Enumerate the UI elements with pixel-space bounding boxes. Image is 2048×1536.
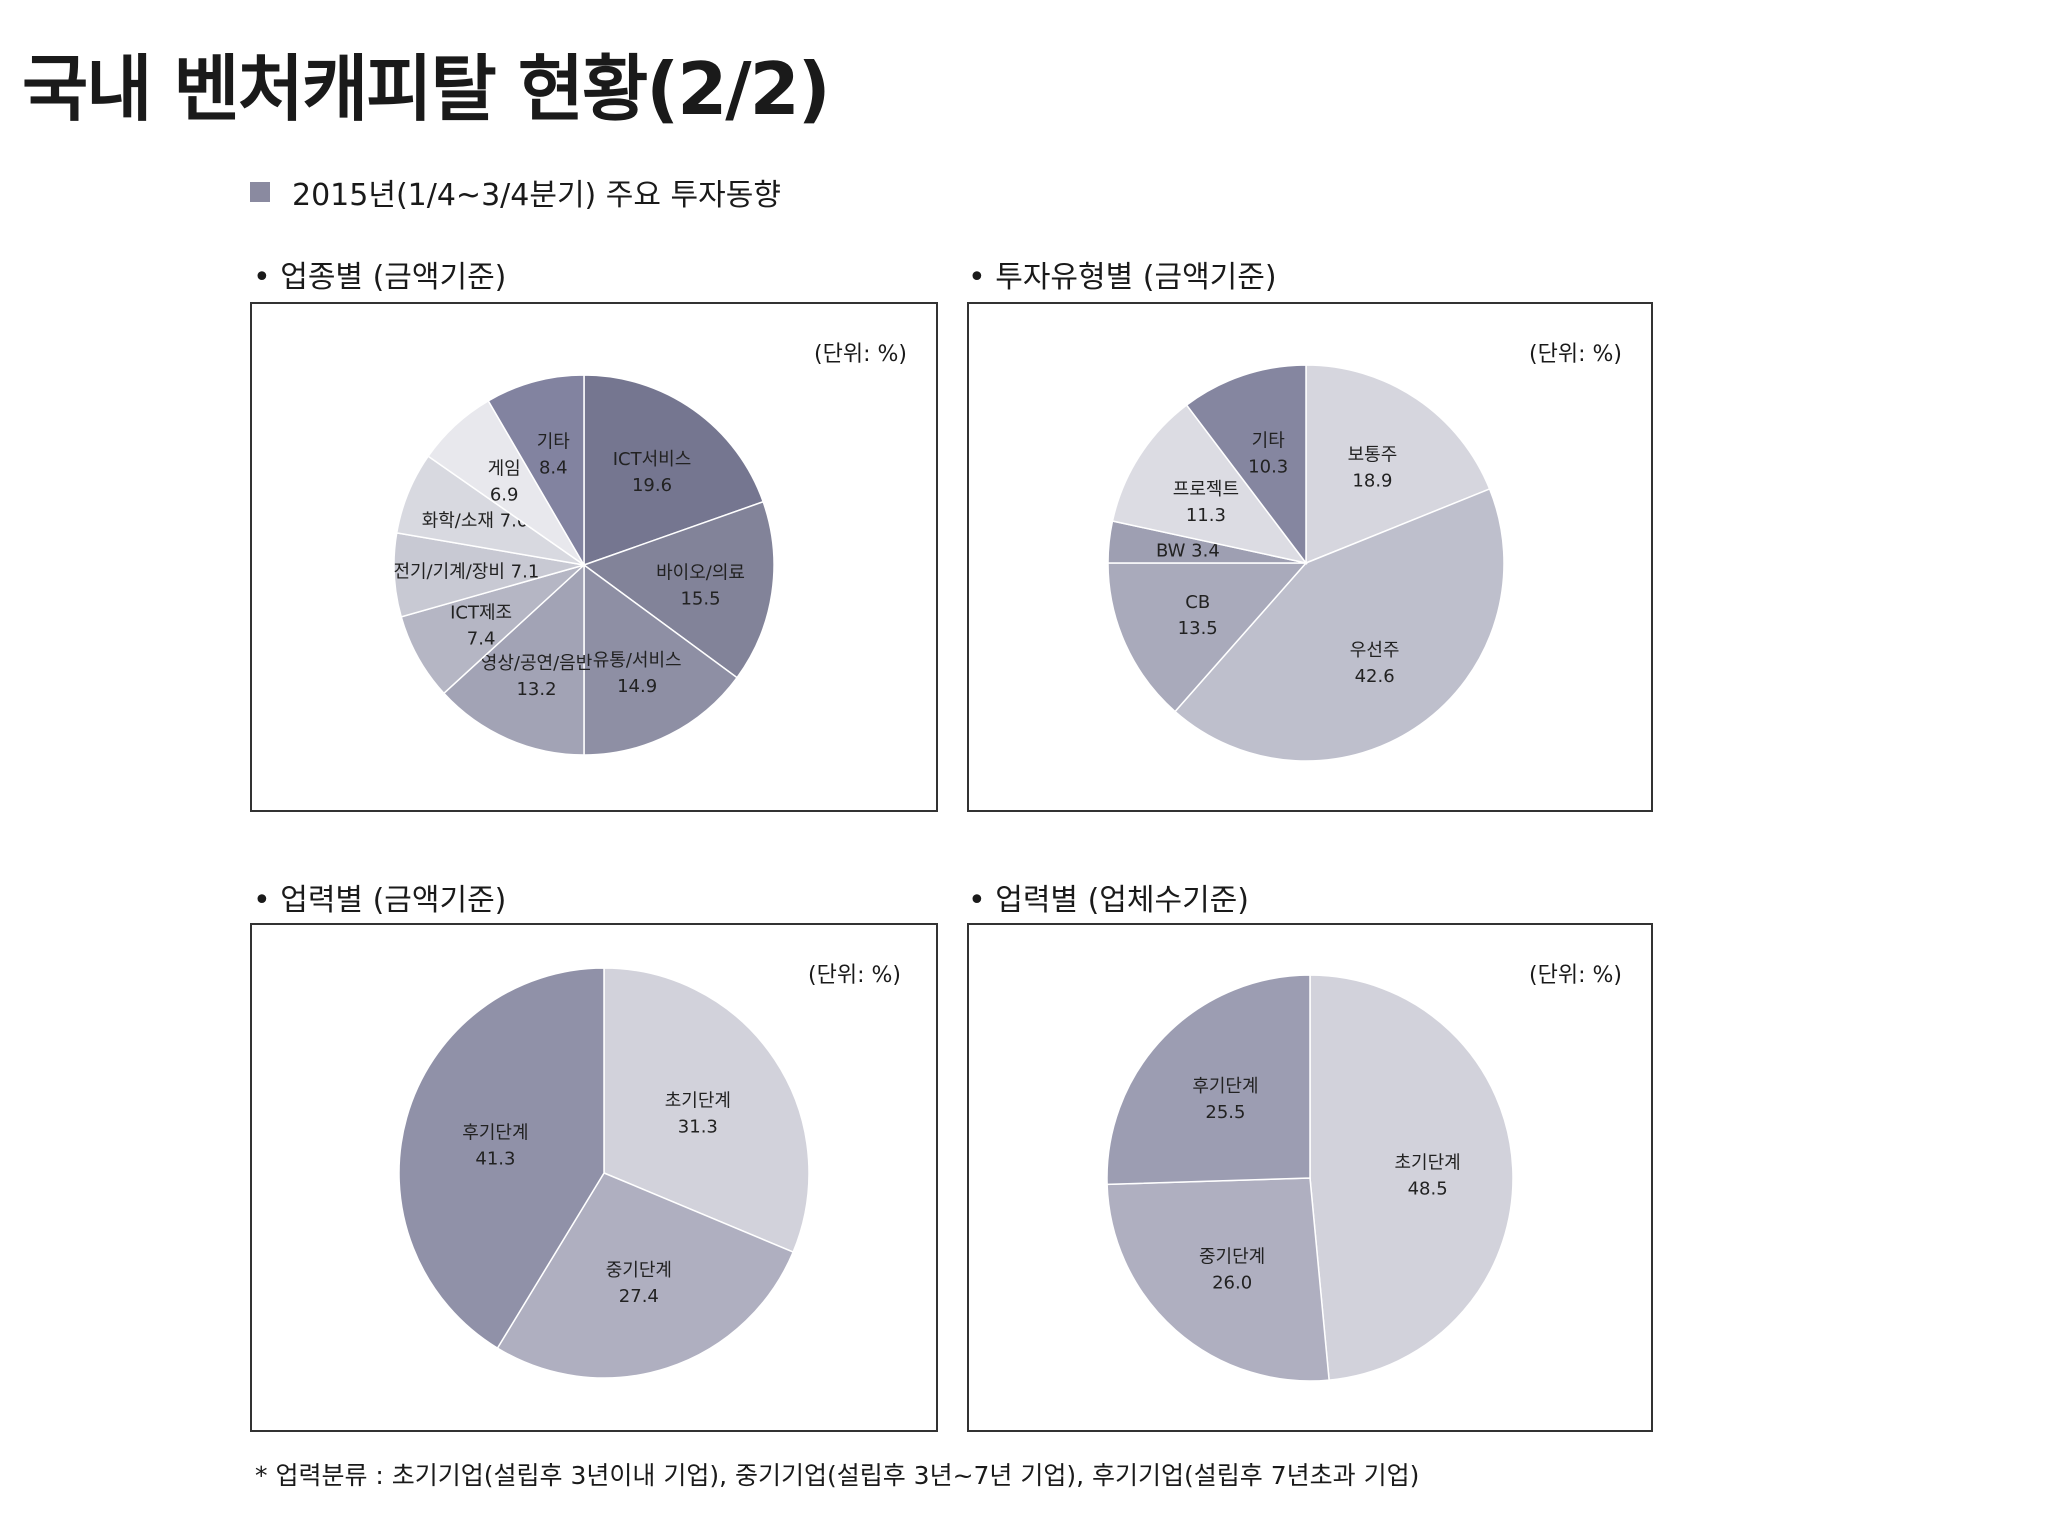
chart-panel-investment-type: (단위: %) 보통주 18.9 우선주 42.6 CB 13.5 BW 3.4 프로젝트 11…: [967, 302, 1653, 812]
slice-label: 게임 6.9: [488, 458, 521, 505]
slice-label: 중기단계 26.0: [1199, 1246, 1265, 1293]
slice-label: CB 13.5: [1178, 592, 1218, 639]
slice-label-value: 8.4: [539, 457, 568, 478]
slice-label-value: 7.1: [511, 561, 540, 582]
slice-label: 후기단계 25.5: [1192, 1076, 1258, 1123]
slice-label-name: ICT제조: [450, 602, 512, 623]
slice-label-name: 화학/소재: [422, 510, 500, 531]
slice-label-value: 15.5: [680, 588, 720, 609]
unit-label: (단위: %): [814, 342, 907, 367]
slice-label-name: 후기단계: [1192, 1076, 1258, 1097]
slice-label-value: 13.5: [1178, 618, 1218, 639]
slice-label-value: 25.5: [1205, 1102, 1245, 1123]
page-title: 국내 벤처캐피탈 현황(2/2): [22, 47, 831, 131]
slice-label: 바이오/의료 15.5: [656, 562, 745, 609]
slice-label-name: BW: [1156, 540, 1191, 561]
pie-slice: [487, 374, 585, 568]
slice-label-name: 게임: [488, 458, 521, 479]
unit-label: (단위: %): [1529, 342, 1622, 367]
slice-label: 유통/서비스 14.9: [593, 650, 682, 697]
slice-label-value: 3.4: [1191, 540, 1220, 561]
slice-label-value: 14.9: [617, 676, 657, 697]
pie-slice: [1107, 562, 1308, 713]
pie-slice: [583, 563, 739, 756]
pie-slice: [1106, 974, 1311, 1186]
slice-label: 프로젝트 11.3: [1173, 479, 1239, 526]
slice-label: 전기/기계/장비 7.1: [393, 561, 539, 582]
slice-label-value: 19.6: [632, 475, 672, 496]
slice-label: 중기단계 27.4: [606, 1260, 672, 1307]
chart-title-age-amount: • 업력별 (금액기준): [253, 883, 507, 918]
slice-label-name: 영상/공연/음반: [481, 653, 592, 674]
section-heading: 2015년(1/4~3/4분기) 주요 투자동향: [250, 170, 781, 214]
slice-label-name: ICT서비스: [613, 449, 692, 470]
slice-label-name: 우선주: [1350, 640, 1400, 661]
pie-slice: [442, 563, 585, 756]
slice-label-value: 10.3: [1248, 456, 1288, 477]
pie-slice: [1111, 403, 1308, 565]
pie-slice: [582, 500, 775, 679]
chart-panel-age-amount: (단위: %) 초기단계 31.3 중기단계 27.4 후기단계 41.3: [250, 923, 938, 1432]
slice-label: 기타 10.3: [1248, 430, 1288, 477]
pie-chart: 초기단계 48.5 중기단계 26.0 후기단계 25.5: [1106, 974, 1514, 1382]
slice-label-name: 초기단계: [1394, 1152, 1460, 1173]
slice-label: 초기단계 31.3: [665, 1091, 731, 1138]
pie-slice: [398, 967, 605, 1350]
slice-label-name: 바이오/의료: [656, 562, 745, 583]
slice-label-value: 13.2: [516, 679, 556, 700]
slice-label-name: 전기/기계/장비: [393, 561, 510, 582]
unit-label: (단위: %): [808, 963, 901, 988]
slice-label-name: 중기단계: [606, 1260, 672, 1281]
slice-label-name: 유통/서비스: [593, 650, 682, 671]
slice-label-value: 31.3: [678, 1117, 718, 1138]
pie-slice: [1309, 974, 1514, 1381]
slice-label-value: 11.3: [1186, 505, 1226, 526]
pie-slice: [603, 967, 810, 1254]
slice-label: BW 3.4: [1156, 540, 1220, 561]
slice-label-name: 초기단계: [665, 1091, 731, 1112]
slice-label-value: 41.3: [475, 1149, 515, 1170]
footnote: * 업력분류 : 초기기업(설립후 3년이내 기업), 중기기업(설립후 3년~…: [255, 1461, 1420, 1490]
chart-panel-industry: (단위: %) ICT서비스 19.6 바이오/의료 15.5 유통/서비스 14.9 영상…: [250, 302, 938, 812]
slice-label: 후기단계 41.3: [462, 1123, 528, 1170]
slice-label: 기타 8.4: [537, 431, 571, 478]
slice-label-value: 7.4: [467, 628, 496, 649]
pie-chart: 보통주 18.9 우선주 42.6 CB 13.5 BW 3.4 프로젝트 11.3 기타 10.3: [1107, 364, 1505, 762]
slice-label: 영상/공연/음반 13.2: [481, 653, 592, 700]
slice-label-value: 6.9: [490, 484, 519, 505]
slice-label-name: 후기단계: [462, 1123, 528, 1144]
chart-title-industry: • 업종별 (금액기준): [253, 260, 507, 295]
pie-slice: [1305, 364, 1491, 565]
slice-label-name: 기타: [537, 431, 571, 452]
slice-label: ICT서비스 19.6: [613, 449, 692, 496]
slice-label-name: CB: [1185, 592, 1210, 613]
pie-slice: [1106, 1177, 1330, 1382]
pie-chart: ICT서비스 19.6 바이오/의료 15.5 유통/서비스 14.9 영상/공연/음반 13…: [393, 374, 775, 756]
slice-label: 우선주 42.6: [1350, 640, 1400, 687]
slice-label-name: 기타: [1252, 430, 1286, 451]
chart-title-investment-type: • 투자유형별 (금액기준): [968, 260, 1277, 295]
slice-label-name: 중기단계: [1199, 1246, 1265, 1267]
slice-label: ICT제조 7.4: [450, 602, 512, 649]
slice-label-value: 48.5: [1408, 1178, 1448, 1199]
slice-label-value: 42.6: [1355, 666, 1395, 687]
slice-label-name: 보통주: [1348, 445, 1398, 466]
chart-title-age-count: • 업력별 (업체수기준): [968, 883, 1249, 918]
pie-slice: [1174, 487, 1505, 762]
slice-label-value: 18.9: [1352, 471, 1392, 492]
slice-label: 초기단계 48.5: [1394, 1152, 1460, 1199]
pie-chart: 초기단계 31.3 중기단계 27.4 후기단계 41.3: [398, 967, 810, 1379]
pie-slice: [1185, 364, 1307, 566]
slice-label-value: 27.4: [619, 1286, 659, 1307]
chart-panel-age-count: (단위: %) 초기단계 48.5 중기단계 26.0 후기단계 25.5: [967, 923, 1653, 1432]
section-heading-text: 2015년(1/4~3/4분기) 주요 투자동향: [292, 178, 781, 213]
slice-label-name: 프로젝트: [1173, 479, 1239, 500]
pie-slice: [496, 1172, 795, 1379]
square-bullet-icon: [250, 182, 270, 202]
slice-label: 보통주 18.9: [1348, 445, 1398, 492]
slice-label-value: 26.0: [1212, 1272, 1252, 1293]
unit-label: (단위: %): [1529, 963, 1622, 988]
